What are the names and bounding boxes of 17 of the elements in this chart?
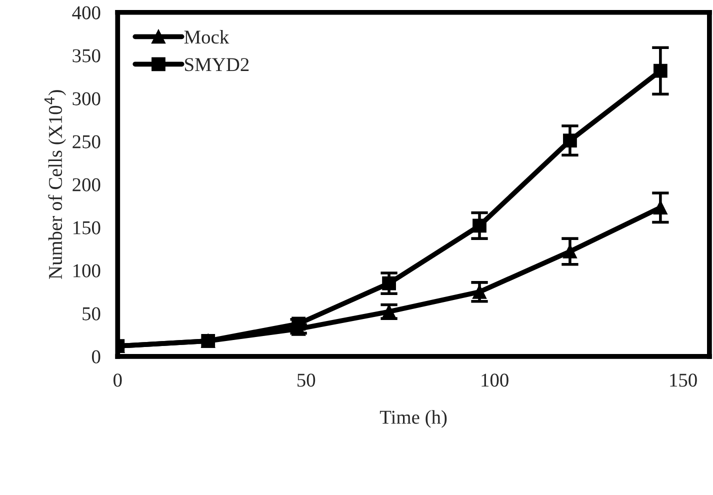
y-tick-label: 300: [72, 92, 100, 106]
legend-label: SMYD2: [185, 58, 249, 72]
x-tick-label: 0: [114, 374, 122, 387]
y-tick-label: 50: [82, 307, 100, 320]
y-axis-title: Number of Cells (X10$^{4}$): [44, 90, 66, 280]
y-tick-label: 350: [72, 49, 100, 62]
x-tick-label: 100: [482, 374, 508, 387]
y-tick-label: 0: [92, 350, 100, 364]
x-axis-title: Time (h): [380, 410, 447, 428]
y-tick-label: 250: [72, 135, 100, 148]
x-tick-label: 150: [670, 374, 697, 387]
y-tick-label: 200: [72, 178, 100, 192]
x-tick-label: 50: [298, 374, 316, 387]
y-tick-label: 400: [72, 6, 100, 20]
y-tick-label: 150: [74, 221, 100, 234]
y-tick-label: 100: [74, 264, 100, 278]
legend-label: Mock: [184, 30, 230, 44]
